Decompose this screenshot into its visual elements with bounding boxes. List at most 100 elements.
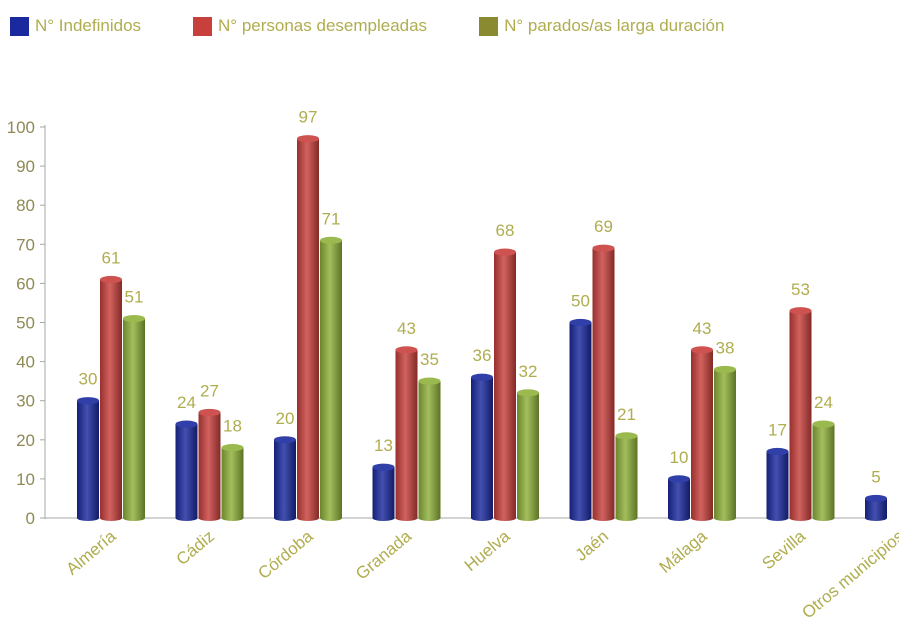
bar-cap bbox=[77, 397, 99, 405]
bar-cap bbox=[789, 307, 812, 315]
bar-value-label: 18 bbox=[223, 417, 242, 436]
bar-cap bbox=[395, 346, 418, 354]
bar-value-label: 32 bbox=[519, 362, 538, 381]
bar-cap bbox=[615, 432, 638, 440]
bar-cap bbox=[320, 236, 342, 244]
bar bbox=[471, 373, 493, 521]
bar bbox=[100, 275, 122, 521]
bar-body bbox=[471, 377, 493, 521]
bar-body bbox=[691, 349, 713, 521]
y-tick-label: 70 bbox=[16, 235, 35, 254]
bar-cap bbox=[714, 365, 736, 374]
legend-swatch-larga-duracion bbox=[479, 16, 499, 36]
bar-cap bbox=[221, 444, 244, 452]
bar-body bbox=[198, 412, 221, 521]
bar-body bbox=[123, 318, 145, 521]
bar-body bbox=[221, 447, 244, 521]
bar-value-label: 36 bbox=[473, 346, 492, 365]
y-tick-label: 80 bbox=[16, 196, 35, 215]
bar-body bbox=[789, 310, 812, 521]
y-tick-label: 40 bbox=[16, 353, 35, 372]
bar-body bbox=[77, 400, 99, 521]
bar-body bbox=[320, 240, 342, 521]
bar-value-label: 17 bbox=[768, 421, 787, 440]
bar bbox=[668, 475, 690, 521]
bar-value-label: 61 bbox=[102, 248, 121, 267]
bar-cap bbox=[517, 389, 539, 397]
y-tick-label: 0 bbox=[26, 509, 35, 528]
bar-cap bbox=[865, 494, 887, 503]
bar-value-label: 35 bbox=[420, 350, 439, 369]
bar-body bbox=[615, 435, 638, 521]
bar-value-label: 20 bbox=[276, 409, 295, 428]
bar-body bbox=[668, 478, 690, 521]
bar-cap bbox=[297, 135, 319, 143]
bar-cap bbox=[691, 346, 713, 354]
category-label: Jaén bbox=[572, 527, 612, 565]
bar-cap bbox=[418, 377, 441, 385]
bar-value-label: 97 bbox=[299, 108, 318, 127]
bar-body bbox=[569, 322, 592, 521]
y-tick-label: 100 bbox=[7, 118, 35, 137]
bar-value-label: 10 bbox=[670, 448, 689, 467]
category-label: Huelva bbox=[461, 526, 514, 575]
bar bbox=[221, 444, 244, 521]
bar bbox=[592, 244, 615, 521]
chart-bars bbox=[77, 135, 887, 522]
bar-cap bbox=[372, 463, 395, 471]
bar-value-label: 30 bbox=[79, 370, 98, 389]
bar bbox=[320, 236, 342, 521]
bar-value-label: 13 bbox=[374, 436, 393, 455]
bar bbox=[691, 346, 713, 521]
bar-value-label: 51 bbox=[125, 288, 144, 307]
bar bbox=[372, 463, 395, 521]
bar bbox=[615, 432, 638, 521]
bar bbox=[865, 494, 887, 521]
bar-body bbox=[494, 252, 516, 521]
y-tick-label: 50 bbox=[16, 314, 35, 333]
bar-value-label: 43 bbox=[397, 319, 416, 338]
bar-body bbox=[714, 369, 736, 521]
y-tick-label: 60 bbox=[16, 274, 35, 293]
category-label: Sevilla bbox=[758, 526, 809, 573]
bar bbox=[418, 377, 441, 521]
legend-item-larga-duracion: N° parados/as larga duración bbox=[479, 16, 724, 36]
bar-cap bbox=[274, 436, 296, 444]
bar bbox=[77, 397, 99, 521]
bar bbox=[494, 248, 516, 521]
bar-body bbox=[592, 248, 615, 521]
bar-cap bbox=[569, 318, 592, 327]
bar-body bbox=[766, 451, 789, 521]
category-label: Granada bbox=[352, 526, 415, 583]
bar bbox=[395, 346, 418, 521]
bar-value-label: 24 bbox=[814, 393, 833, 412]
y-tick-label: 10 bbox=[16, 470, 35, 489]
bar bbox=[297, 135, 319, 522]
y-tick-label: 30 bbox=[16, 392, 35, 411]
bar-body bbox=[372, 467, 395, 521]
bar-value-label: 68 bbox=[496, 221, 515, 240]
bar-body bbox=[175, 424, 198, 521]
bar-cap bbox=[123, 314, 145, 323]
bar-cap bbox=[100, 275, 122, 284]
bar bbox=[274, 436, 296, 521]
bar-value-label: 43 bbox=[693, 319, 712, 338]
bar bbox=[766, 447, 789, 521]
chart-category-labels: Almería Cádiz Córdoba Granada Huelva Jaén Mála… bbox=[62, 526, 899, 622]
bar bbox=[812, 420, 835, 521]
bar-cap bbox=[592, 244, 615, 252]
bar-cap bbox=[471, 373, 493, 381]
bar-value-label: 38 bbox=[716, 338, 735, 357]
bar-body bbox=[100, 279, 122, 521]
legend-swatch-indefinidos bbox=[10, 16, 29, 36]
bar bbox=[714, 365, 736, 521]
category-label: Córdoba bbox=[254, 526, 317, 583]
bar-body bbox=[418, 381, 441, 521]
bar-value-label: 5 bbox=[871, 467, 880, 486]
bar-cap bbox=[668, 475, 690, 483]
bar-cap bbox=[175, 420, 198, 428]
category-label: Cádiz bbox=[173, 527, 219, 569]
legend-swatch-desempleadas bbox=[193, 16, 213, 36]
